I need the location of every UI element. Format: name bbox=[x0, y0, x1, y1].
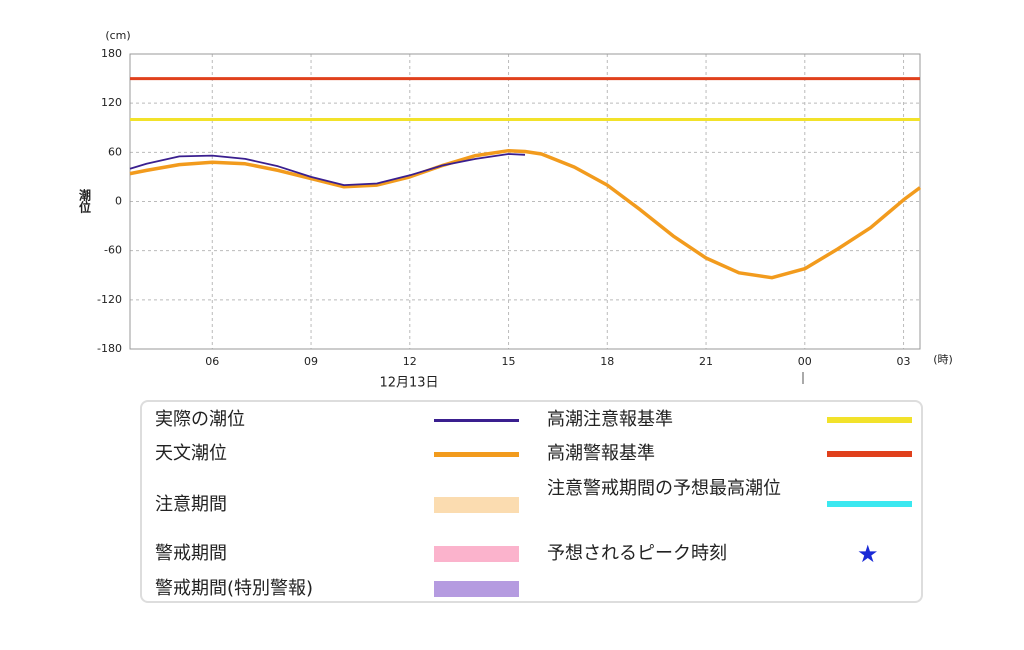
legend-label: 実際の潮位 bbox=[155, 409, 245, 430]
legend: 実際の潮位天文潮位注意期間警戒期間警戒期間(特別警報) 高潮注意報基準 高潮警報基準… bbox=[140, 400, 923, 603]
y-tick-label: -180 bbox=[97, 342, 122, 355]
legend-swatch bbox=[827, 417, 912, 423]
x-tick-label: 00 bbox=[798, 355, 812, 368]
legend-swatch bbox=[434, 581, 519, 597]
legend-label: 天文潮位 bbox=[155, 443, 227, 464]
y-tick-label: -120 bbox=[97, 293, 122, 306]
x-unit: (時) bbox=[933, 353, 953, 366]
legend-swatch bbox=[827, 501, 912, 507]
legend-label: 予想されるピーク時刻 bbox=[547, 543, 727, 564]
x-tick-label: 21 bbox=[699, 355, 713, 368]
series-line bbox=[129, 153, 526, 186]
chart: (cm) (時) 12月13日 潮位 180120600-60-120-1800… bbox=[78, 29, 953, 391]
date-label: 12月13日 bbox=[379, 376, 438, 391]
series-line bbox=[129, 148, 922, 280]
legend-swatch bbox=[434, 451, 519, 457]
legend-label: 注意警戒期間の予想最高潮位 bbox=[547, 478, 781, 499]
x-tick-label: 06 bbox=[205, 355, 219, 368]
legend-swatch bbox=[827, 451, 912, 457]
x-tick-label: 09 bbox=[304, 355, 318, 368]
legend-swatch bbox=[434, 546, 519, 562]
y-tick-label: 60 bbox=[108, 145, 122, 158]
legend-label: 警戒期間(特別警報) bbox=[155, 578, 314, 599]
legend-label: 高潮警報基準 bbox=[547, 443, 655, 464]
x-tick-label: 03 bbox=[897, 355, 911, 368]
legend-label: 高潮注意報基準 bbox=[547, 409, 673, 430]
y-axis-label: 潮位 bbox=[78, 188, 92, 214]
legend-star: ★ bbox=[857, 540, 879, 568]
x-tick-label: 18 bbox=[600, 355, 614, 368]
y-tick-label: -60 bbox=[104, 244, 122, 257]
legend-swatch bbox=[434, 418, 519, 422]
y-tick-label: 120 bbox=[101, 96, 122, 109]
legend-swatch bbox=[434, 497, 519, 513]
y-tick-label: 0 bbox=[115, 195, 122, 208]
x-tick-label: 15 bbox=[502, 355, 516, 368]
x-tick-label: 12 bbox=[403, 355, 417, 368]
y-unit: (cm) bbox=[105, 29, 130, 42]
y-tick-label: 180 bbox=[101, 47, 122, 60]
legend-label: 警戒期間 bbox=[155, 543, 227, 564]
plot-frame bbox=[129, 53, 921, 350]
legend-label: 注意期間 bbox=[155, 494, 227, 515]
